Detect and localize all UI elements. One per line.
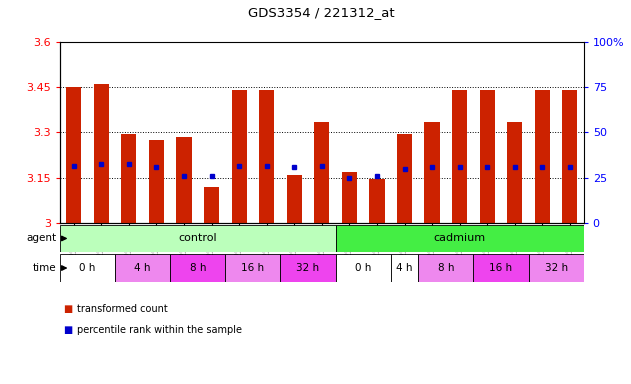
Bar [336,225,584,252]
Bar [314,122,329,223]
Text: agent: agent [27,233,57,243]
Text: 4 h: 4 h [396,263,413,273]
Bar [529,254,584,282]
Text: 8 h: 8 h [438,263,454,273]
Text: ■: ■ [63,304,73,314]
Bar [342,172,357,223]
Bar [286,175,302,223]
Text: percentile rank within the sample: percentile rank within the sample [77,325,242,335]
Text: GDS3354 / 221312_at: GDS3354 / 221312_at [249,6,395,19]
Bar [425,122,440,223]
Bar [418,254,473,282]
Bar [391,254,418,282]
Bar [562,90,577,223]
Bar [170,254,225,282]
Text: transformed count: transformed count [77,304,168,314]
Bar [232,90,247,223]
Bar [259,90,274,223]
Bar [149,140,164,223]
Bar [204,187,219,223]
Bar [60,254,115,282]
Bar [60,225,336,252]
Bar [397,134,412,223]
Bar [480,90,495,223]
Bar [473,254,529,282]
Text: 32 h: 32 h [297,263,319,273]
Bar [115,254,170,282]
Bar [336,254,391,282]
Bar [369,179,384,223]
Bar [225,254,280,282]
Bar [177,137,192,223]
Text: 4 h: 4 h [134,263,151,273]
Text: cadmium: cadmium [433,233,486,243]
Text: control: control [179,233,217,243]
Bar [94,84,109,223]
Bar [280,254,336,282]
Text: 8 h: 8 h [189,263,206,273]
Text: 0 h: 0 h [80,263,96,273]
Bar [66,88,81,223]
Bar [452,90,467,223]
Text: 16 h: 16 h [241,263,264,273]
Bar [534,90,550,223]
Text: time: time [33,263,57,273]
Text: 0 h: 0 h [355,263,372,273]
Bar [121,134,136,223]
Bar [507,122,522,223]
Text: 16 h: 16 h [490,263,512,273]
Text: 32 h: 32 h [545,263,568,273]
Text: ■: ■ [63,325,73,335]
